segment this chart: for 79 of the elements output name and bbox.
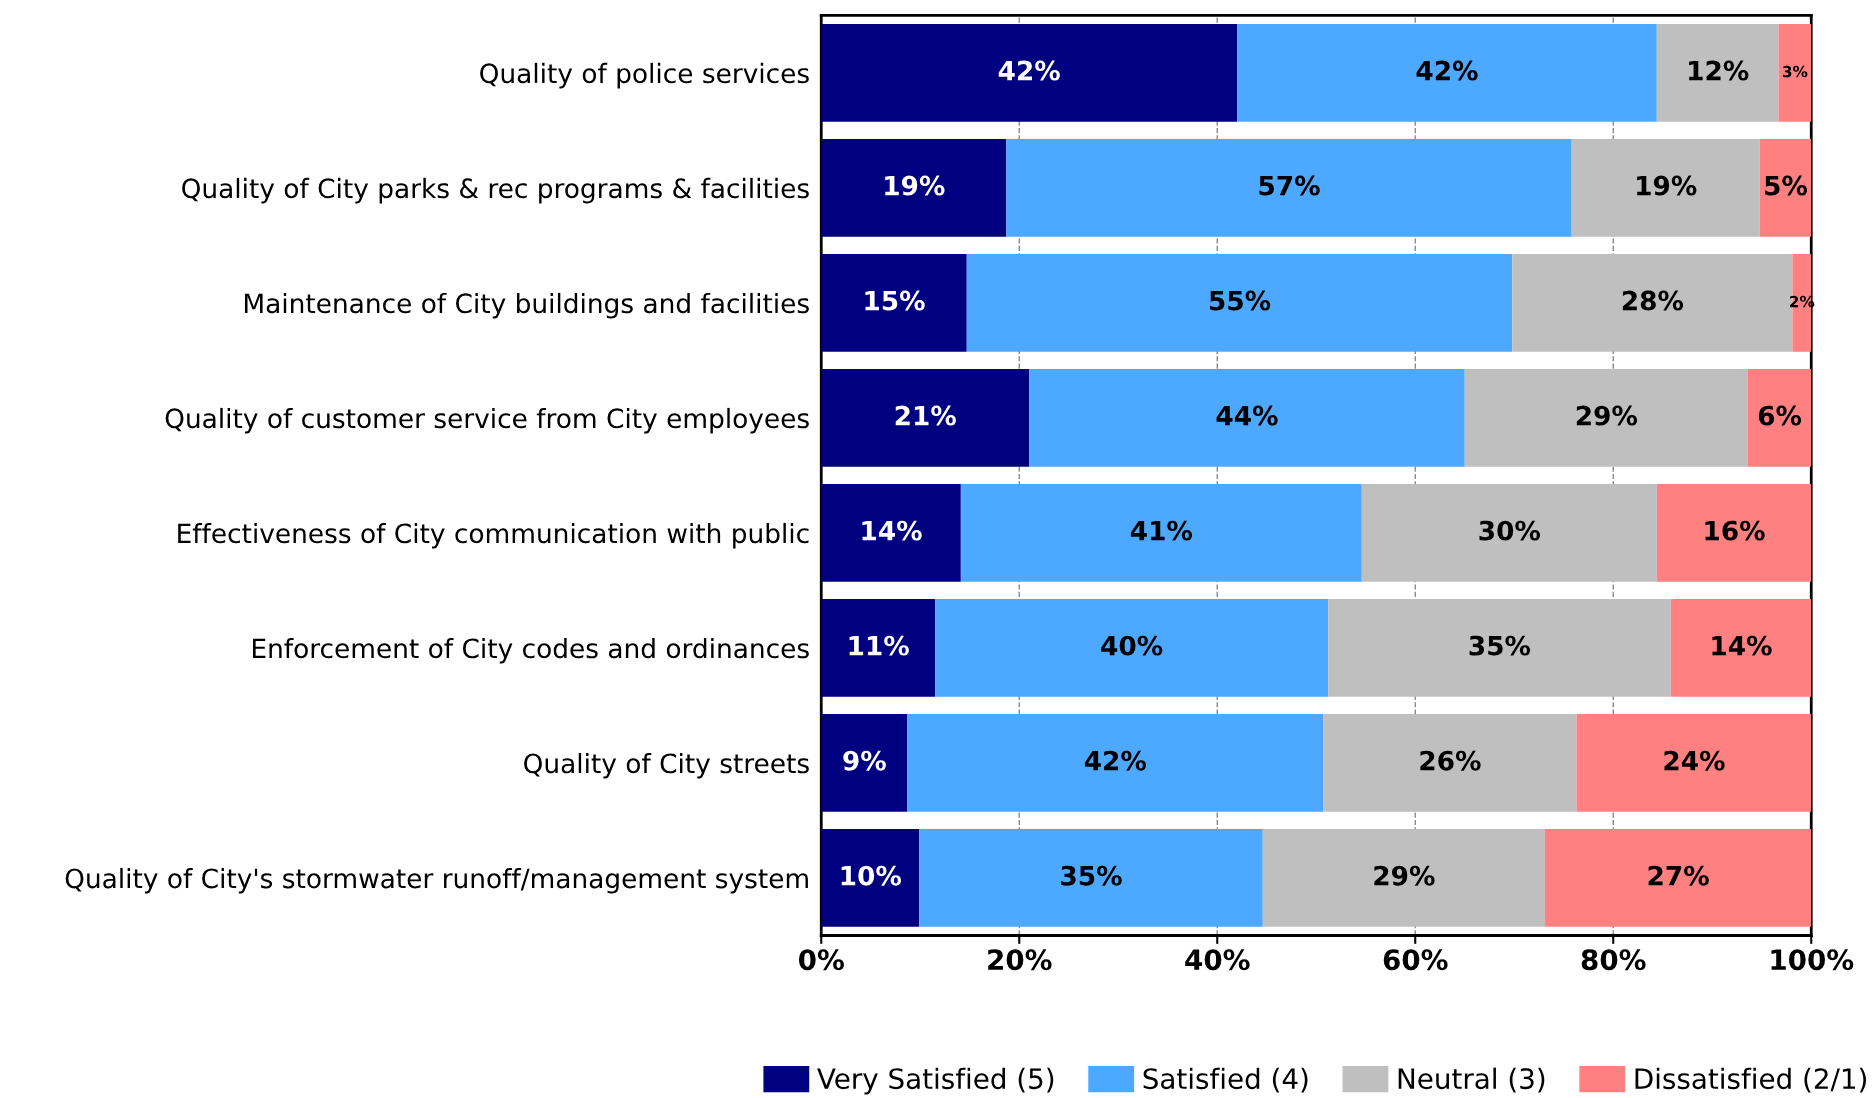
data-label: 29% [1576, 405, 1638, 426]
data-label: 9% [843, 750, 886, 771]
bar [1323, 714, 1577, 812]
bar [1029, 369, 1465, 467]
data-label: 19% [1637, 175, 1697, 196]
data-label: 44% [1216, 405, 1278, 426]
x-tick-label: 80% [1581, 949, 1646, 971]
data-label: 41% [1130, 520, 1193, 541]
y-tick-label: Enforcement of City codes and ordinances [253, 637, 809, 664]
legend-label: Neutral (3) [1398, 1067, 1545, 1093]
data-label: 14% [1712, 635, 1772, 656]
data-label: 21% [895, 405, 956, 426]
bar [1656, 24, 1779, 122]
bar [821, 254, 967, 352]
data-label: 6% [1758, 405, 1802, 426]
data-label: 35% [1469, 635, 1531, 656]
bar [821, 714, 908, 812]
data-label: 3% [1782, 65, 1808, 78]
y-tick-label: Quality of City parks & rec programs & facilities [182, 177, 809, 204]
bar [935, 599, 1329, 697]
y-tick-label: Maintenance of City buildings and facilities [244, 292, 809, 319]
data-label: 42% [1416, 60, 1478, 81]
data-label: 28% [1622, 290, 1684, 311]
bar [919, 829, 1263, 927]
bar [1656, 484, 1812, 582]
x-tick-label: 60% [1383, 949, 1448, 971]
bar [821, 829, 920, 927]
bar [1576, 714, 1812, 812]
data-label: 42% [998, 60, 1060, 81]
data-label: 42% [1084, 750, 1147, 771]
bar [1670, 599, 1812, 697]
bar [1006, 139, 1572, 237]
x-tick-label: 20% [988, 949, 1052, 971]
bar [907, 714, 1324, 812]
legend-label: Dissatisfied (2/1) [1635, 1067, 1867, 1093]
x-tick-label: 100% [1771, 949, 1854, 971]
data-label: 19% [885, 175, 945, 196]
data-label: 26% [1420, 750, 1481, 771]
bar [1747, 369, 1812, 467]
bar [1464, 369, 1748, 467]
x-tick-label: 40% [1185, 949, 1250, 971]
data-label: 30% [1479, 520, 1541, 541]
bar [1328, 599, 1671, 697]
data-label: 5% [1765, 175, 1808, 196]
data-label: 12% [1689, 60, 1749, 81]
bar [1759, 139, 1812, 237]
bar [1262, 829, 1545, 927]
bar [1544, 829, 1812, 927]
bar [1571, 139, 1760, 237]
x-tick-label: 0% [799, 949, 844, 971]
bar [1361, 484, 1657, 582]
legend-label: Satisfied (4) [1143, 1067, 1308, 1093]
data-label: 15% [865, 290, 925, 311]
bar [821, 369, 1030, 467]
y-tick-label: Quality of customer service from City employees [165, 407, 809, 434]
bar [821, 139, 1007, 237]
y-tick-label: Quality of police services [480, 62, 809, 89]
bar [821, 484, 961, 582]
data-label: 16% [1705, 520, 1765, 541]
legend-label: Very Satisfied (5) [817, 1067, 1054, 1095]
data-label: 40% [1101, 635, 1163, 656]
data-label: 29% [1374, 865, 1435, 886]
bar [821, 599, 936, 697]
y-tick-label: Quality of City streets [524, 752, 809, 779]
bar [821, 24, 1238, 122]
bar [1237, 24, 1657, 122]
data-label: 35% [1061, 865, 1122, 886]
data-label: 11% [849, 635, 909, 656]
bar [1778, 24, 1812, 122]
data-label: 55% [1209, 290, 1271, 311]
data-label: 57% [1259, 175, 1320, 196]
data-label: 10% [841, 865, 901, 886]
y-tick-label: Effectiveness of City communication with public [178, 522, 809, 549]
bar [960, 484, 1362, 582]
y-tick-label: Quality of City's stormwater runoff/management system [65, 867, 808, 894]
data-label: 27% [1648, 865, 1709, 886]
data-label: 24% [1664, 750, 1725, 771]
bar [966, 254, 1513, 352]
data-label: 14% [862, 520, 922, 541]
